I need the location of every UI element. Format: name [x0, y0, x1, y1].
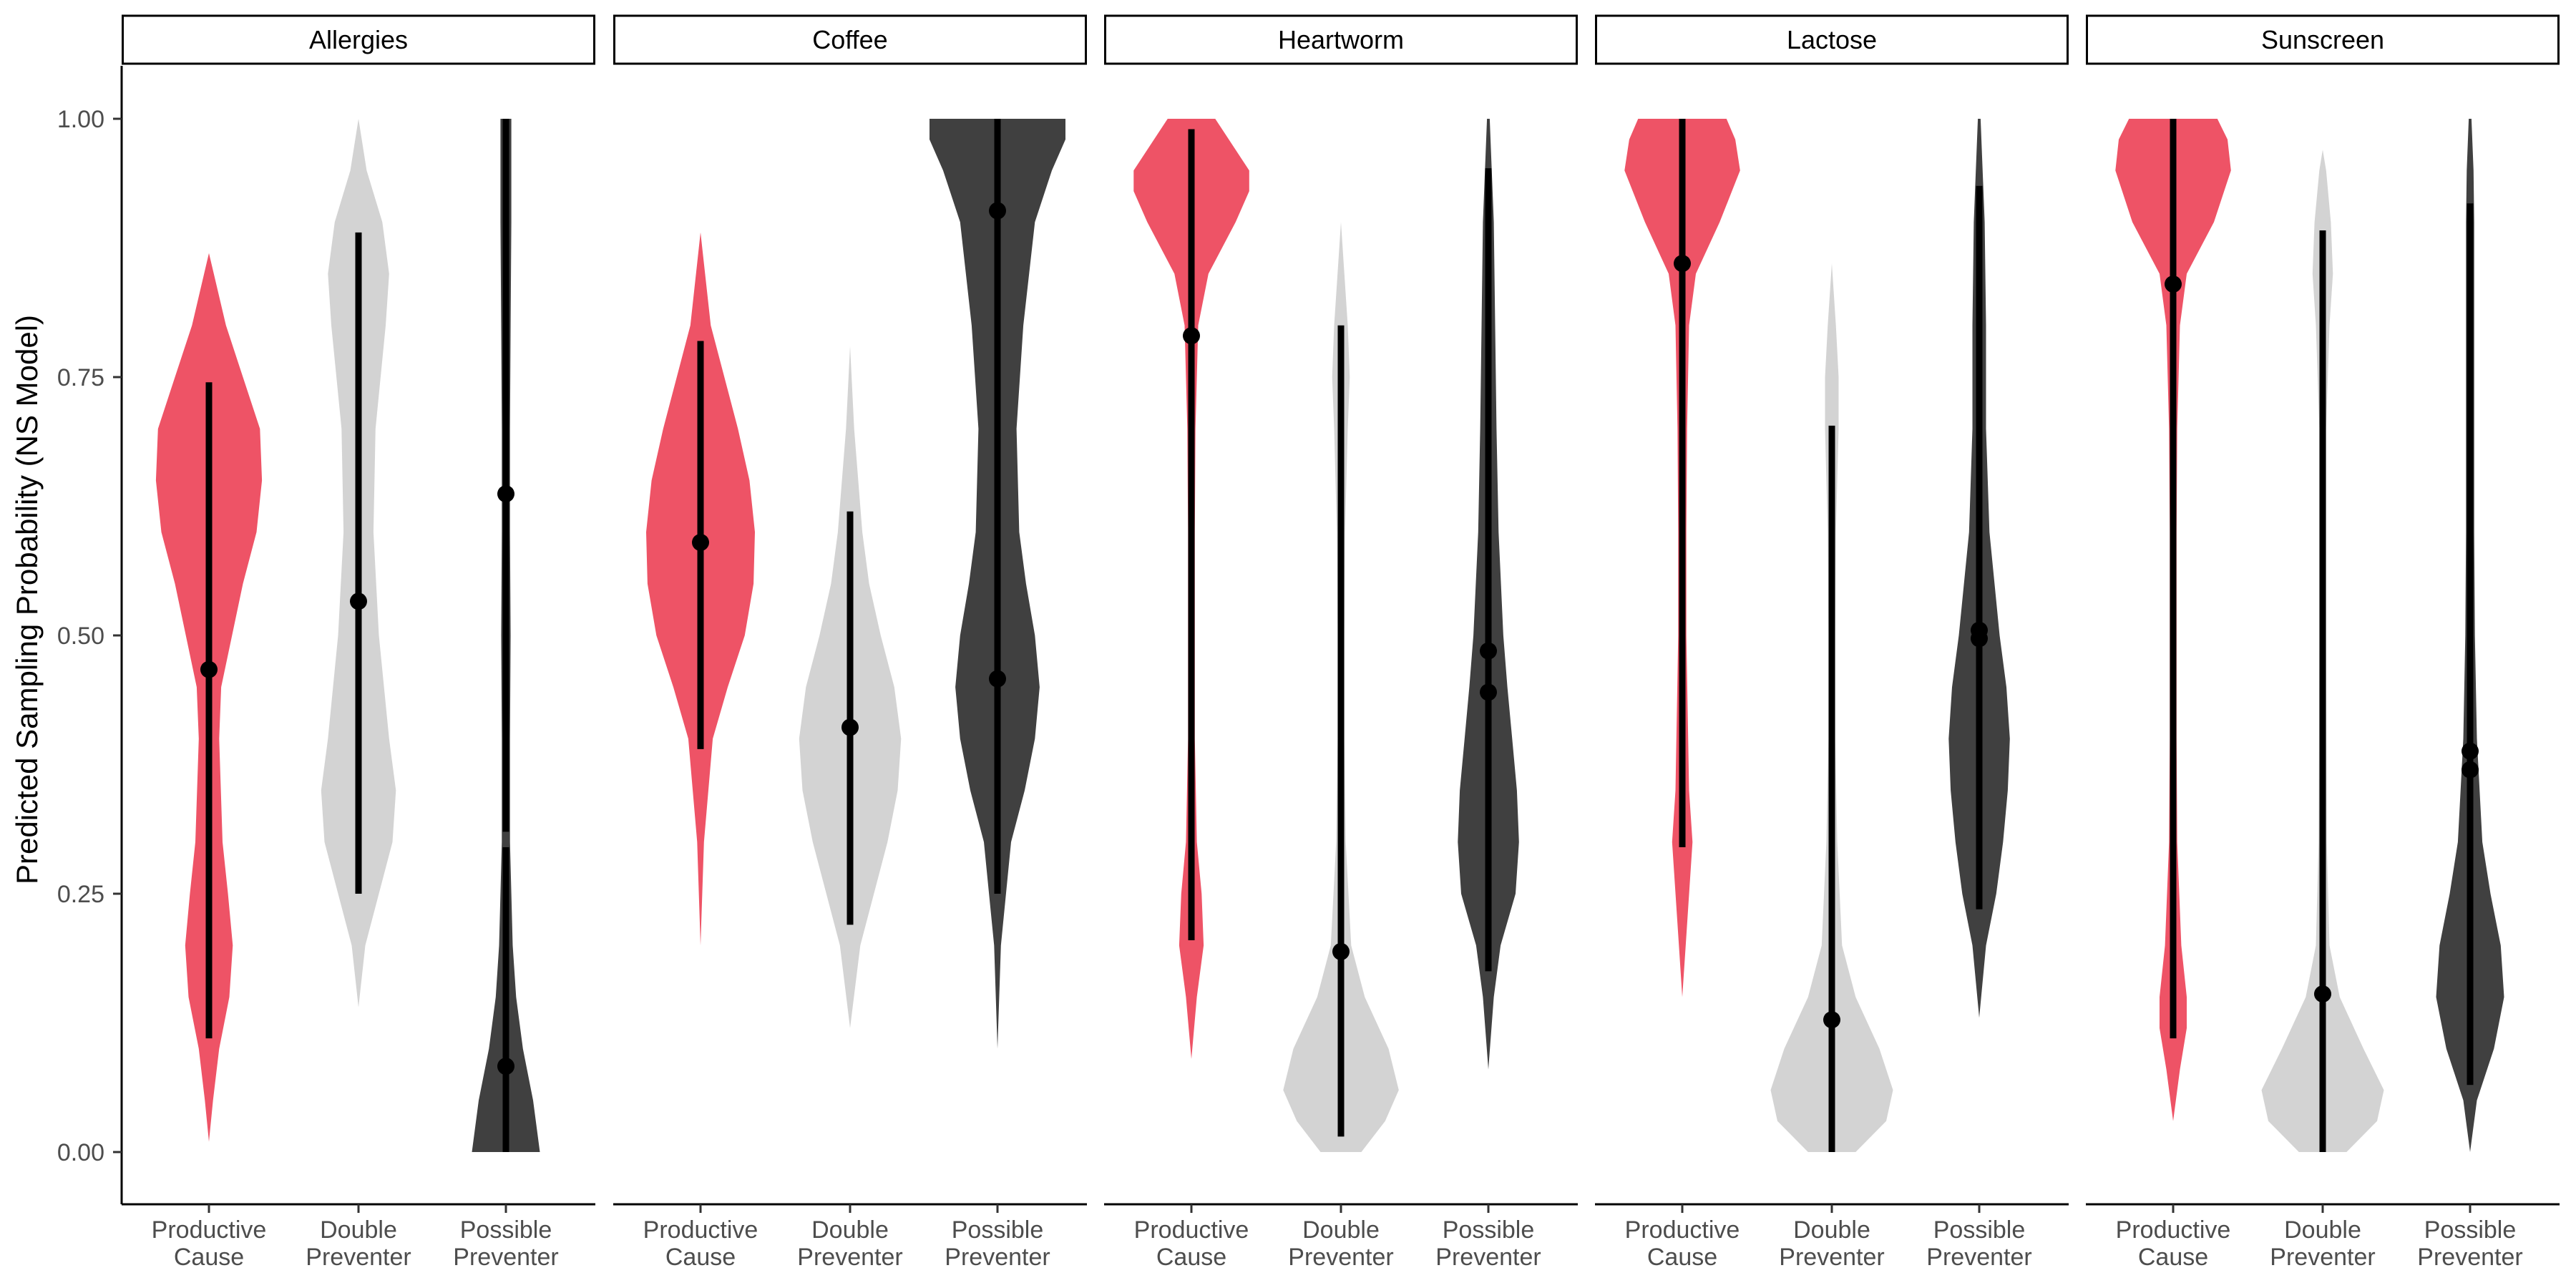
strip-box: [613, 14, 1087, 65]
median-point: [989, 670, 1006, 688]
median-point: [2462, 761, 2479, 779]
x-tick-label: Preventer: [2270, 1244, 2375, 1271]
x-tick-label: Possible: [2424, 1216, 2517, 1244]
median-point: [350, 592, 367, 610]
median-point: [2462, 742, 2479, 760]
median-point: [989, 202, 1006, 220]
strip-label: Sunscreen: [2261, 25, 2384, 54]
x-tick-label: Productive: [1134, 1216, 1249, 1244]
x-tick-label: Preventer: [945, 1244, 1050, 1271]
facet-sunscreen: SunscreenProductiveCauseDoublePreventerP…: [2086, 14, 2560, 1271]
x-tick-label: Possible: [460, 1216, 552, 1244]
strip-label: Heartworm: [1278, 25, 1404, 54]
x-tick-label: Productive: [2116, 1216, 2231, 1244]
x-tick-label: Productive: [152, 1216, 267, 1244]
x-tick-label: Preventer: [1288, 1244, 1393, 1271]
x-tick-label: Preventer: [306, 1244, 411, 1271]
x-tick-label: Preventer: [453, 1244, 558, 1271]
x-tick-label: Preventer: [2417, 1244, 2522, 1271]
median-point: [1183, 327, 1200, 345]
y-tick-label: 1.00: [57, 106, 104, 133]
median-point: [692, 534, 709, 552]
median-point: [841, 718, 859, 736]
strip-label: Allergies: [309, 25, 408, 54]
median-point: [497, 1058, 514, 1075]
y-tick-label: 0.75: [57, 364, 104, 391]
facet-allergies: AllergiesProductiveCauseDoublePreventerP…: [122, 14, 595, 1271]
x-tick-label: Cause: [1156, 1244, 1226, 1271]
median-point: [1674, 255, 1691, 273]
x-tick-label: Double: [1793, 1216, 1870, 1244]
facet-lactose: LactoseProductiveCauseDoublePreventerPos…: [1595, 14, 2069, 1271]
median-point: [1480, 642, 1497, 660]
median-point: [1971, 630, 1988, 648]
facet-panels: AllergiesProductiveCauseDoublePreventerP…: [122, 14, 2560, 1271]
median-point: [1823, 1011, 1840, 1029]
x-tick-label: Double: [2284, 1216, 2361, 1244]
x-tick-label: Double: [811, 1216, 889, 1244]
y-tick-label: 0.25: [57, 881, 104, 908]
facet-heartworm: HeartwormProductiveCauseDoublePreventerP…: [1104, 14, 1578, 1271]
strip-box: [2086, 14, 2560, 65]
strip-label: Lactose: [1787, 25, 1877, 54]
y-axis-title: Predicted Sampling Probability (NS Model…: [10, 315, 44, 884]
x-tick-label: Cause: [665, 1244, 736, 1271]
strip-label: Coffee: [812, 25, 887, 54]
y-tick-label: 0.00: [57, 1139, 104, 1166]
median-point: [497, 485, 514, 503]
x-tick-label: Cause: [2138, 1244, 2208, 1271]
y-axis: 0.00 0.25 0.50 0.75 1.00: [57, 66, 123, 1204]
x-tick-label: Preventer: [1779, 1244, 1884, 1271]
x-tick-label: Cause: [1647, 1244, 1717, 1271]
x-tick-label: Possible: [1933, 1216, 2026, 1244]
x-tick-label: Preventer: [797, 1244, 902, 1271]
median-point: [1332, 942, 1350, 960]
median-point: [200, 660, 218, 678]
x-tick-label: Productive: [643, 1216, 758, 1244]
x-tick-label: Possible: [1443, 1216, 1535, 1244]
strip-box: [1595, 14, 2069, 65]
median-point: [1480, 683, 1497, 701]
strip-box: [1104, 14, 1578, 65]
y-tick-label: 0.50: [57, 623, 104, 650]
x-tick-label: Possible: [952, 1216, 1044, 1244]
median-point: [2165, 275, 2182, 293]
x-tick-label: Double: [320, 1216, 397, 1244]
x-tick-label: Productive: [1625, 1216, 1740, 1244]
x-tick-label: Cause: [174, 1244, 244, 1271]
x-tick-label: Preventer: [1435, 1244, 1541, 1271]
strip-box: [122, 14, 595, 65]
x-tick-label: Preventer: [1926, 1244, 2031, 1271]
x-tick-label: Double: [1302, 1216, 1380, 1244]
facet-coffee: CoffeeProductiveCauseDoublePreventerPoss…: [613, 14, 1087, 1271]
median-point: [2314, 985, 2331, 1003]
